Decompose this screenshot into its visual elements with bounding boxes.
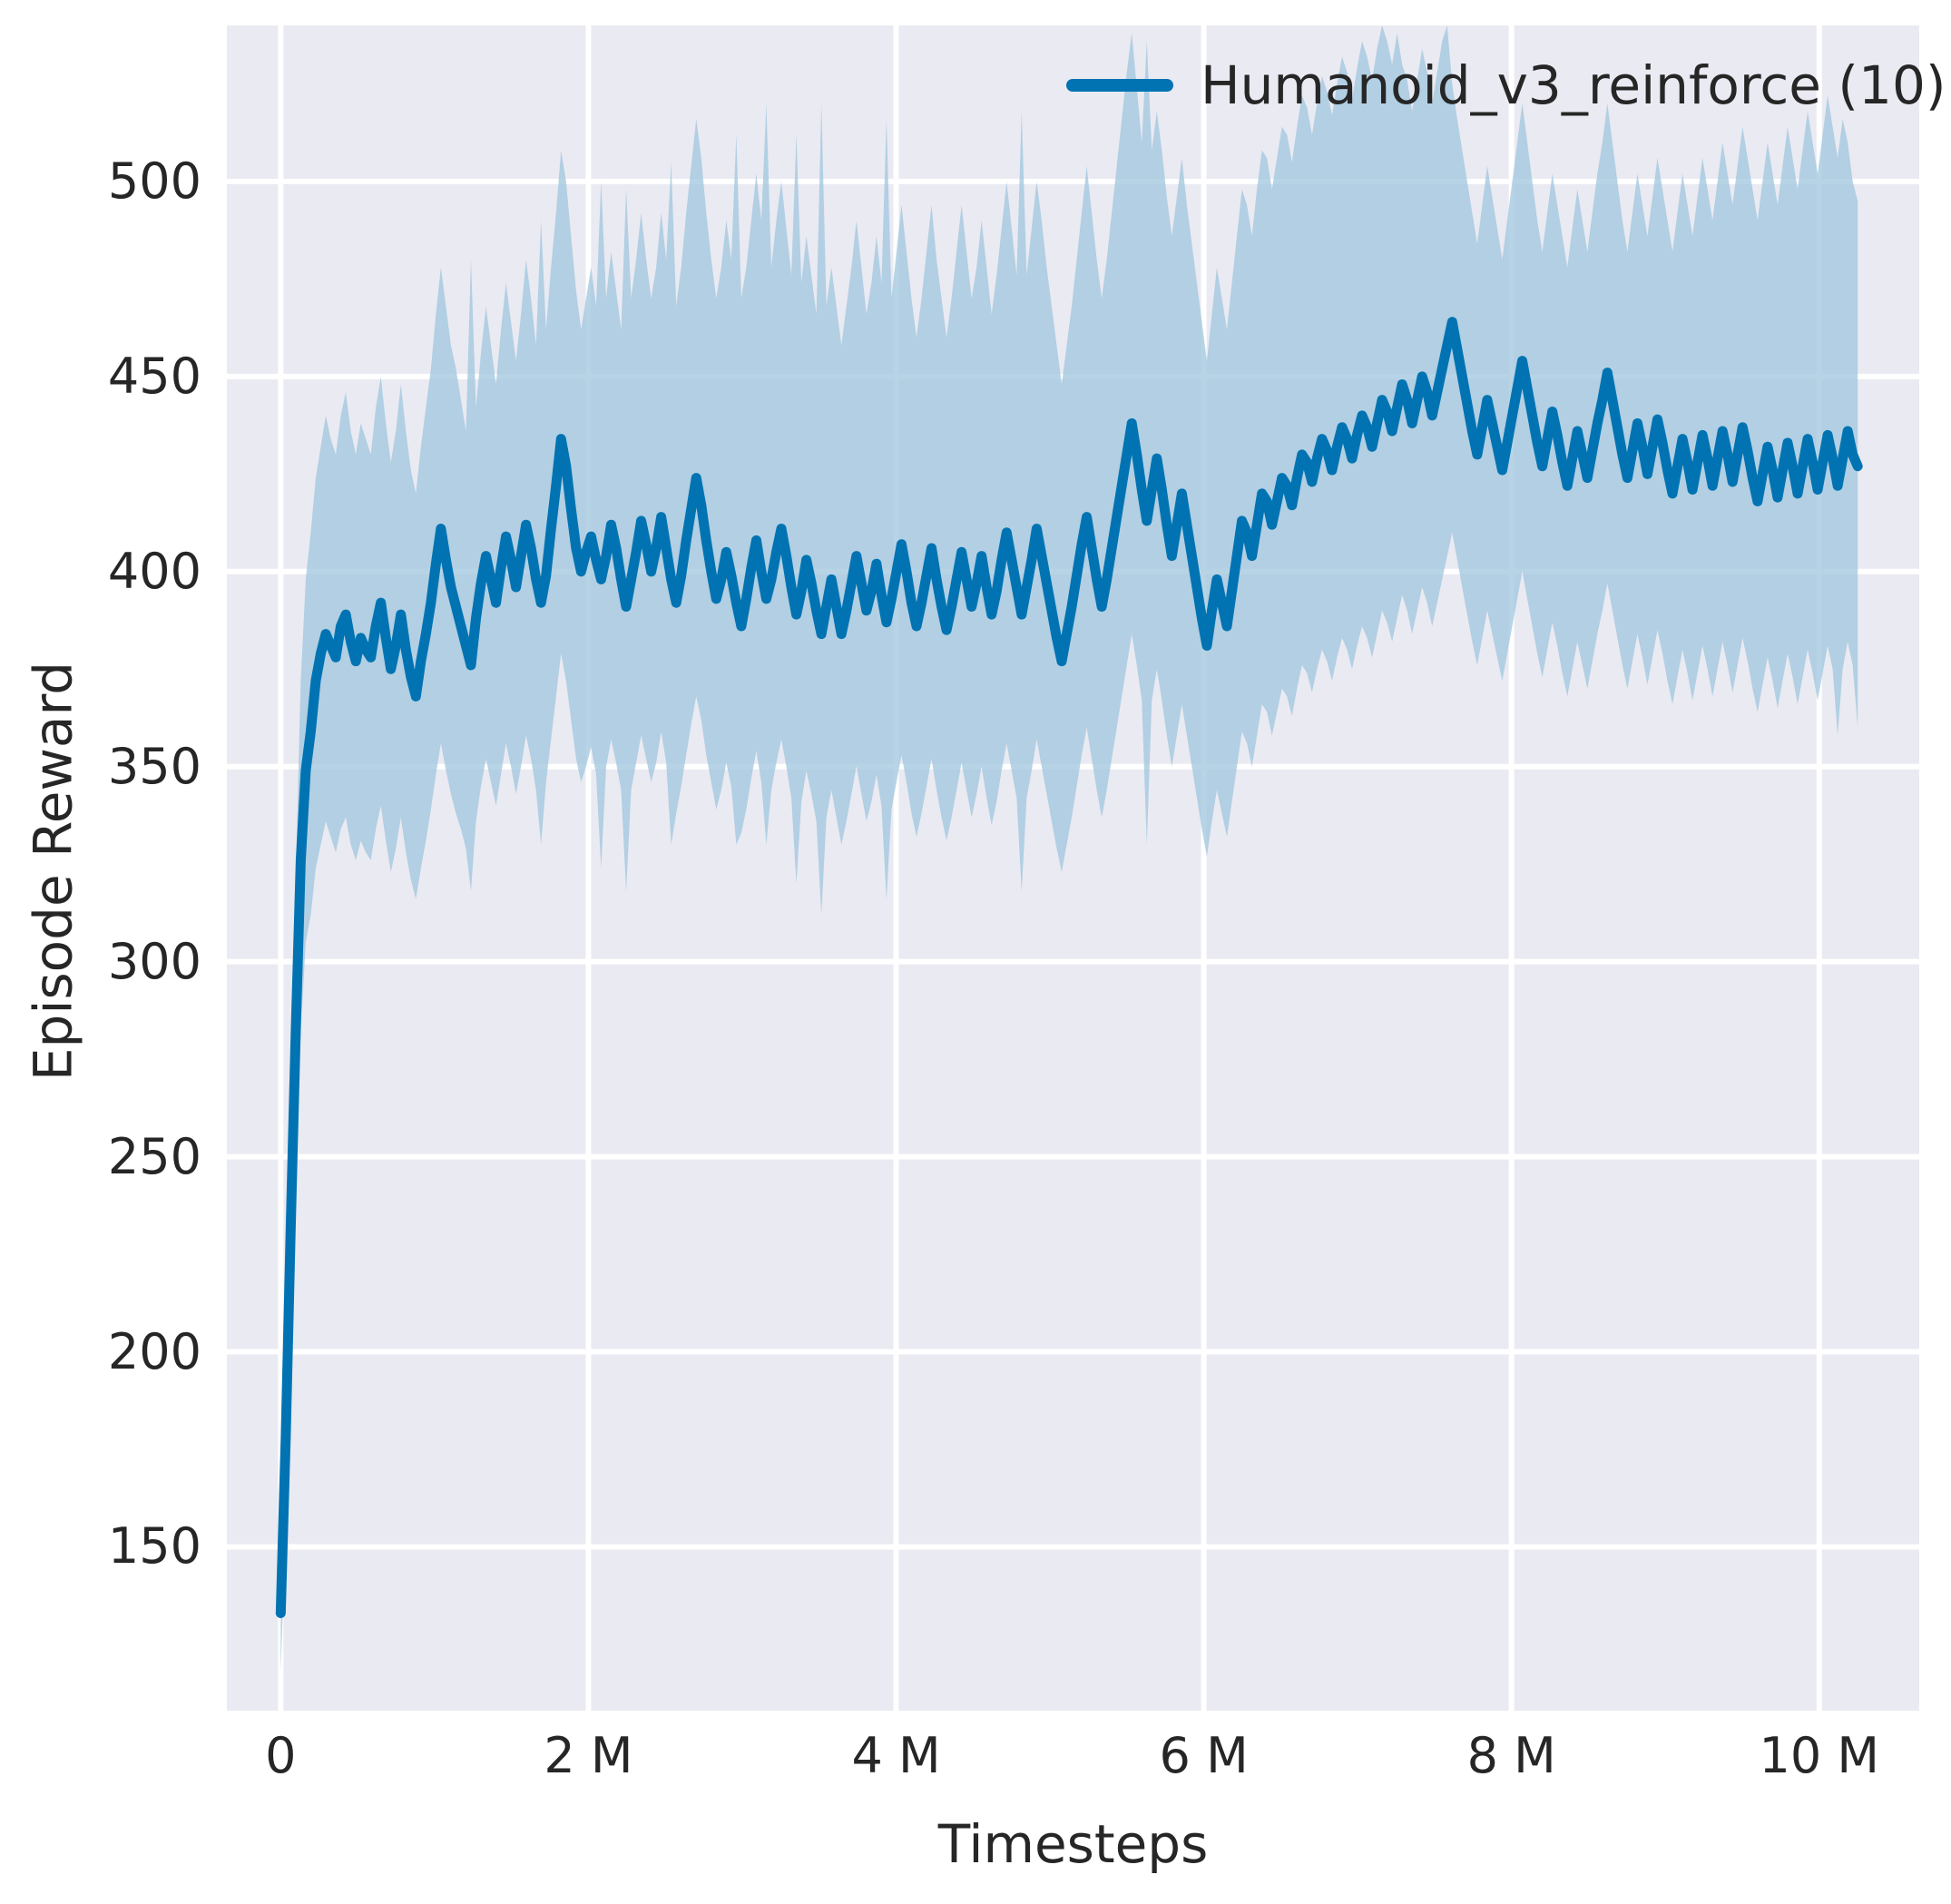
x-tick-label: 6 M [1159,1727,1249,1784]
x-tick-label: 10 M [1759,1727,1880,1784]
x-tick-label: 2 M [544,1727,633,1784]
x-axis-title: Timesteps [937,1813,1209,1875]
y-axis-title: Episode Reward [22,661,84,1082]
mean-line [275,317,1863,1619]
x-tick-label: 0 [265,1727,297,1784]
confidence-band [280,25,1858,1673]
x-tick-label: 4 M [851,1727,941,1784]
legend-line-swatch-icon [1066,79,1173,92]
plot-area [227,25,1919,1711]
legend-entry-label: Humanoid_v3_reinforce (10) [1201,54,1946,116]
chart-legend: Humanoid_v3_reinforce (10) [1066,56,1946,114]
plot-svg [227,25,1919,1711]
x-tick-label: 8 M [1466,1727,1556,1784]
